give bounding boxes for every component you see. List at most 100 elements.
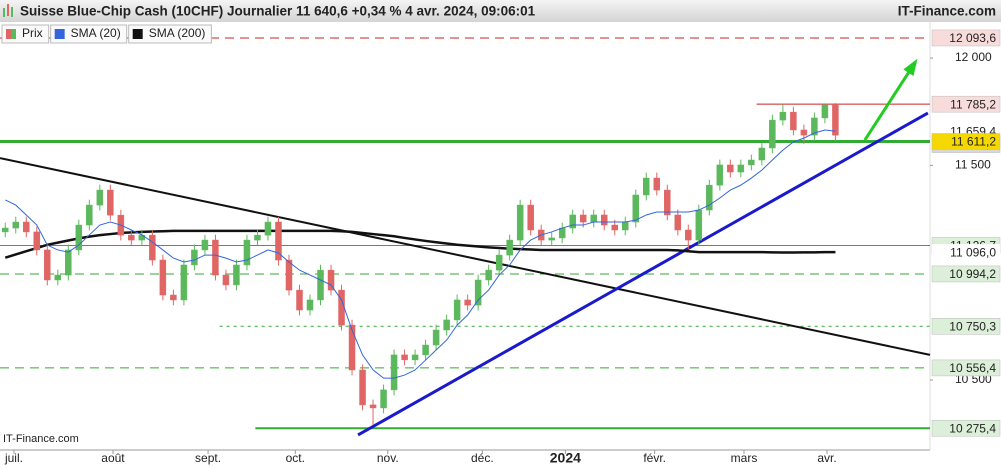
candle-body: [800, 129, 808, 136]
candle-body: [306, 299, 314, 311]
watermark: IT-Finance.com: [3, 433, 79, 445]
level-label: 10 994,2: [949, 267, 996, 281]
candle-body: [12, 221, 20, 229]
candle-body: [811, 117, 818, 136]
header-bar: [0, 0, 1001, 22]
legend-swatch: [132, 29, 143, 39]
level-label: 10 556,4: [949, 361, 996, 375]
candle-body: [706, 184, 713, 211]
x-tick-label: sept.: [195, 451, 221, 465]
legend-item: Prix: [1, 24, 50, 44]
legend-box: [50, 24, 128, 44]
candle-body: [296, 289, 303, 311]
legend-item: SMA (20): [50, 24, 128, 44]
candle-body: [96, 189, 104, 206]
candle-body: [422, 344, 429, 356]
x-tick-label: avr.: [817, 451, 836, 465]
candle-body: [527, 204, 534, 231]
candle-body: [285, 259, 293, 291]
arrow-head: [903, 58, 918, 77]
candle-body: [453, 299, 461, 321]
candle-body: [600, 214, 608, 226]
level-label-box: [931, 95, 1001, 113]
x-tick-label: nov.: [377, 451, 399, 465]
candle-body: [180, 264, 188, 301]
candle-body: [474, 279, 482, 306]
candle-body: [485, 269, 492, 281]
candle-body: [327, 269, 335, 291]
level-label-box: [931, 419, 1001, 437]
candle-body: [380, 389, 387, 409]
candle-body: [338, 289, 345, 326]
x-tick-label: juil.: [4, 451, 23, 465]
candle-body: [243, 239, 251, 266]
candle-body: [632, 194, 640, 223]
legend-swatch: [54, 29, 65, 39]
candle-body: [191, 249, 198, 266]
chart-title: Suisse Blue-Chip Cash (10CHF) Journalier…: [20, 4, 536, 19]
x-tick-label: août: [101, 451, 125, 465]
x-tick-label: oct.: [286, 451, 305, 465]
candle-body: [590, 214, 597, 223]
candle-body: [23, 221, 30, 233]
level-label: 10 750,3: [949, 319, 996, 333]
legend-box: [128, 24, 212, 44]
candle-body: [75, 224, 83, 251]
candle-body: [2, 227, 9, 233]
candle-body: [643, 177, 650, 196]
x-tick-label: 2024: [550, 450, 581, 466]
candle-body: [464, 299, 471, 306]
candle-body: [411, 354, 419, 361]
candle-body: [495, 254, 503, 271]
trend-line: [863, 61, 917, 141]
candle-body: [432, 329, 440, 346]
candle-body: [611, 224, 618, 231]
level-label: 11 096,0: [950, 245, 996, 259]
candle-body: [569, 214, 576, 229]
candle-body: [86, 204, 93, 226]
level-label-box: [931, 318, 1001, 335]
level-label-box: [931, 359, 1001, 377]
candle-body: [348, 324, 356, 371]
header-icon: [3, 4, 13, 17]
candle-body: [685, 229, 692, 241]
candle-body: [222, 274, 230, 286]
candle-body: [737, 164, 745, 173]
level-label-box: [931, 265, 1001, 283]
candle-body: [506, 239, 513, 256]
candle-body: [54, 274, 62, 281]
legend-label: SMA (200): [149, 26, 206, 40]
level-label: 10 275,4: [949, 421, 996, 435]
sma-line: [5, 129, 836, 379]
x-tick-label: mars: [731, 451, 758, 465]
candle-body: [44, 249, 51, 281]
level-label-box: [932, 244, 1000, 261]
candle-body: [275, 221, 282, 261]
legend-item: SMA (200): [128, 24, 212, 44]
candle-body: [653, 177, 661, 191]
sma-line: [4, 229, 836, 259]
candle-body: [65, 249, 72, 276]
legend-label: Prix: [22, 26, 43, 40]
candle-body: [579, 214, 587, 223]
candle-body: [33, 231, 41, 251]
candle-body: [548, 237, 555, 241]
legend-swatch: [11, 29, 16, 39]
candle-body: [664, 189, 671, 216]
candle-body: [359, 369, 366, 406]
candle-body: [516, 204, 524, 241]
candle-body: [695, 209, 703, 241]
candle-body: [128, 234, 135, 241]
candle-body: [748, 159, 755, 166]
legend-label: SMA (20): [71, 26, 121, 40]
level-label: 11 785,2: [950, 97, 996, 111]
level-label: 12 093,6: [949, 31, 996, 45]
trend-line: [357, 111, 929, 437]
candle-body: [264, 221, 272, 236]
y-tick-label: 12 000: [955, 50, 992, 64]
candle-body: [159, 259, 167, 296]
legend-swatch: [6, 29, 11, 39]
source: IT-Finance.com: [898, 4, 996, 19]
candle-body: [254, 234, 261, 241]
